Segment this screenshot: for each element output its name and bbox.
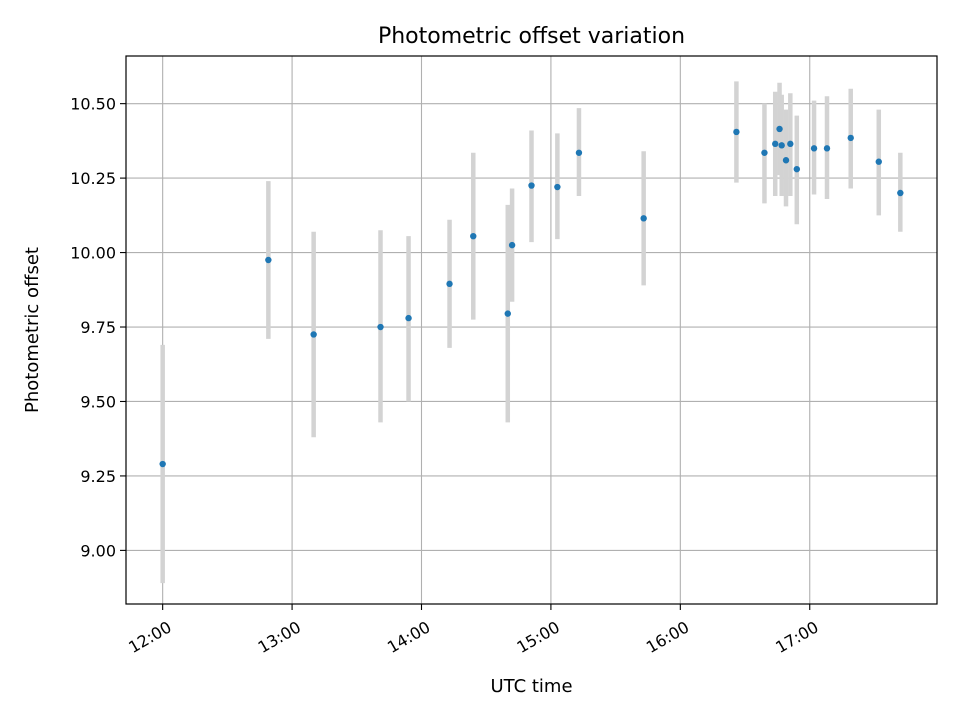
data-point: [310, 331, 317, 338]
y-tick-label: 9.25: [80, 467, 116, 486]
y-tick-label: 9.75: [80, 318, 116, 337]
data-point: [810, 145, 818, 152]
y-tick-label: 9.50: [80, 392, 116, 411]
data-point: [405, 314, 412, 322]
plot-frame: [125, 55, 938, 605]
data-point: [847, 134, 854, 142]
data-point: [897, 189, 904, 197]
y-axis-ticks: 9.00 9.25 9.50 9.75 10.00 10.25 10.50: [70, 95, 126, 560]
data-point: [159, 460, 166, 468]
y-tick-label: 10.25: [70, 169, 116, 188]
data-point: [265, 256, 272, 264]
data-point: [761, 149, 768, 156]
y-axis-label: Photometric offset: [22, 247, 43, 413]
data-point: [787, 140, 794, 148]
data-point: [504, 310, 511, 317]
data-point: [733, 128, 740, 136]
data-point: [575, 149, 583, 156]
data-point: [823, 145, 831, 152]
data-points: [159, 125, 904, 468]
data-point: [470, 232, 477, 240]
data-point: [782, 157, 790, 164]
data-point: [778, 142, 785, 149]
y-tick-label: 9.00: [80, 541, 116, 560]
data-point: [446, 280, 453, 288]
chart-title: Photometric offset variation: [378, 24, 685, 49]
data-point: [377, 323, 384, 331]
x-axis-label: UTC time: [490, 676, 572, 697]
data-point: [772, 140, 779, 148]
data-point: [508, 241, 516, 249]
data-point: [793, 165, 801, 173]
data-point: [875, 158, 882, 165]
data-point: [776, 125, 783, 133]
data-point: [640, 215, 647, 222]
data-point: [554, 183, 561, 191]
grid-lines: [126, 56, 937, 604]
data-point: [528, 182, 535, 189]
y-tick-label: 10.00: [70, 244, 116, 263]
y-tick-label: 10.50: [70, 95, 116, 114]
